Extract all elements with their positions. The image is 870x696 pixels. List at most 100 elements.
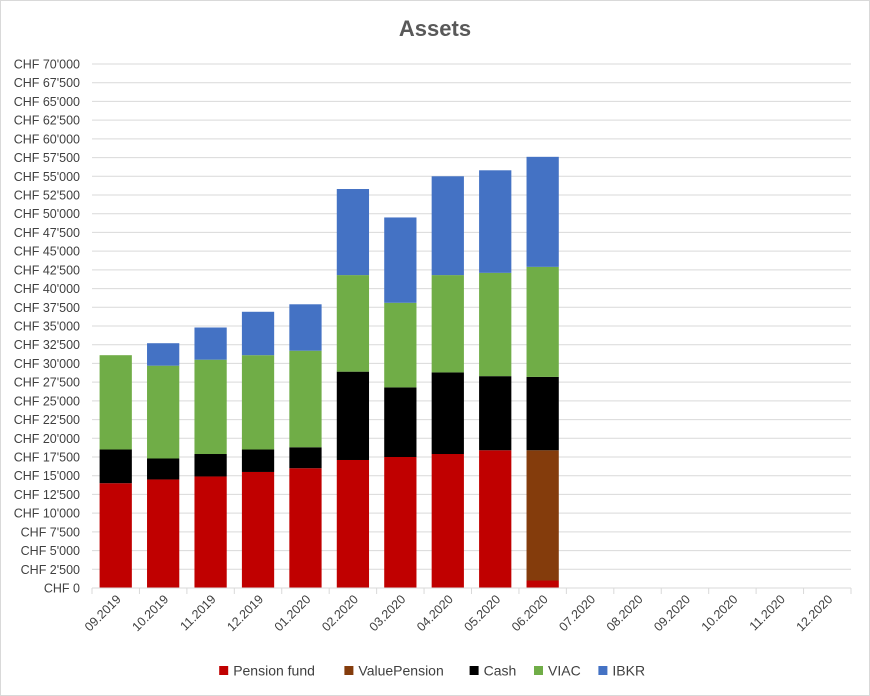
y-tick-label: CHF 17'500 xyxy=(14,451,80,465)
bar-segment-viac xyxy=(147,365,180,459)
y-tick-label: CHF 65'000 xyxy=(14,95,80,109)
x-tick-label: 05.2020 xyxy=(461,592,503,634)
bar-segment-ibkr xyxy=(289,304,322,351)
bar-segment-pension-fund xyxy=(147,479,180,588)
bar-segment-viac xyxy=(289,350,322,448)
bar-segment-viac xyxy=(99,355,132,450)
bar-segment-ibkr xyxy=(336,189,370,276)
x-tick-label: 11.2020 xyxy=(747,592,788,633)
y-tick-label: CHF 42'500 xyxy=(14,263,80,277)
bar-segment-pension-fund xyxy=(99,483,132,588)
bar-segment-pension-fund xyxy=(289,468,322,588)
bar-segment-ibkr xyxy=(147,343,180,366)
bar-segment-pension-fund xyxy=(336,459,370,588)
y-tick-label: CHF 20'000 xyxy=(14,432,80,446)
bar-segment-pension-fund xyxy=(241,471,275,588)
y-tick-label: CHF 60'000 xyxy=(14,132,80,146)
y-tick-label: CHF 25'000 xyxy=(14,394,80,408)
y-tick-label: CHF 15'000 xyxy=(14,469,80,483)
bar-segment-cash xyxy=(147,458,180,480)
bar-segment-ibkr xyxy=(479,170,512,273)
y-tick-label: CHF 22'500 xyxy=(14,413,80,427)
y-tick-label: CHF 32'500 xyxy=(14,338,80,352)
bar-segment-cash xyxy=(526,376,559,451)
x-tick-label: 01.2020 xyxy=(272,592,314,634)
x-tick-label: 04.2020 xyxy=(414,592,456,634)
bar-segment-cash xyxy=(194,454,227,477)
bar-segment-cash xyxy=(479,376,512,451)
legend-label: IBKR xyxy=(612,663,645,679)
bar-segment-cash xyxy=(99,449,132,484)
x-tick-label: 09.2020 xyxy=(651,592,693,634)
legend-label: VIAC xyxy=(548,663,581,679)
bar-segment-viac xyxy=(526,266,559,377)
y-tick-label: CHF 45'000 xyxy=(14,245,80,259)
x-tick-label: 12.2020 xyxy=(794,592,836,634)
x-tick-label: 11.2019 xyxy=(178,592,219,633)
y-tick-label: CHF 62'500 xyxy=(14,114,80,128)
x-tick-label: 10.2019 xyxy=(129,592,171,634)
x-tick-label: 09.2019 xyxy=(82,592,124,634)
y-tick-label: CHF 50'000 xyxy=(14,207,80,221)
y-tick-label: CHF 27'500 xyxy=(14,376,80,390)
axes xyxy=(91,587,852,594)
bar-segment-viac xyxy=(241,355,275,450)
bar-segment-cash xyxy=(289,447,322,469)
bar-segment-pension-fund xyxy=(479,450,512,588)
chart-title: Assets xyxy=(399,16,471,41)
y-tick-label: CHF 37'500 xyxy=(14,301,80,315)
y-tick-label: CHF 52'500 xyxy=(14,189,80,203)
legend-swatch xyxy=(469,666,479,675)
bar-segment-ibkr xyxy=(526,156,559,267)
y-tick-label: CHF 7'500 xyxy=(21,525,80,539)
bars xyxy=(99,156,559,588)
x-tick-label: 06.2020 xyxy=(509,592,551,634)
legend-swatch xyxy=(219,666,229,675)
x-tick-label: 07.2020 xyxy=(556,592,598,634)
legend-label: Pension fund xyxy=(233,663,315,679)
bar-segment-ibkr xyxy=(431,176,464,276)
y-tick-label: CHF 67'500 xyxy=(14,76,80,90)
bar-segment-viac xyxy=(431,275,464,373)
bar-segment-viac xyxy=(384,302,417,388)
bar-segment-ibkr xyxy=(241,311,275,356)
legend-swatch xyxy=(598,666,608,675)
bar-segment-ibkr xyxy=(194,327,227,360)
legend-label: Cash xyxy=(484,663,517,679)
y-tick-label: CHF 12'500 xyxy=(14,488,80,502)
bar-segment-pension-fund xyxy=(384,457,417,588)
y-tick-label: CHF 30'000 xyxy=(14,357,80,371)
x-axis-tick-labels: 09.2019 10.2019 11.2019 12.2019 01.2020 02.20… xyxy=(82,592,835,634)
legend-swatch xyxy=(534,666,543,675)
bar-segment-cash xyxy=(336,371,370,460)
bar-segment-pension-fund xyxy=(526,580,559,588)
bar-segment-viac xyxy=(479,272,512,377)
x-tick-label: 03.2020 xyxy=(367,592,409,634)
y-tick-label: CHF 0 xyxy=(44,582,80,596)
legend-label: ValuePension xyxy=(358,663,443,679)
x-tick-label: 12.2019 xyxy=(224,592,266,634)
bar-segment-valuepension xyxy=(526,450,559,581)
y-tick-label: CHF 57'500 xyxy=(14,151,80,165)
y-tick-label: CHF 40'000 xyxy=(14,282,80,296)
x-tick-label: 08.2020 xyxy=(604,592,646,634)
y-tick-label: CHF 2'500 xyxy=(21,563,80,577)
y-tick-label: CHF 5'000 xyxy=(21,544,80,558)
bar-segment-viac xyxy=(336,275,370,372)
legend: Pension fund ValuePension Cash VIAC IBKR xyxy=(219,663,645,679)
bar-segment-pension-fund xyxy=(431,454,464,588)
x-tick-label: 02.2020 xyxy=(319,592,361,634)
bar-segment-cash xyxy=(431,372,464,455)
bar-segment-viac xyxy=(194,359,227,455)
y-axis-tick-labels: CHF 0 CHF 2'500 CHF 5'000 CHF 7'500 CHF 10'0… xyxy=(14,58,80,596)
y-tick-label: CHF 70'000 xyxy=(14,58,80,72)
y-tick-label: CHF 47'500 xyxy=(14,226,80,240)
y-tick-label: CHF 10'000 xyxy=(14,507,80,521)
y-tick-label: CHF 35'000 xyxy=(14,320,80,334)
legend-swatch xyxy=(344,666,354,675)
x-tick-label: 10.2020 xyxy=(699,592,741,634)
bar-segment-ibkr xyxy=(384,217,417,303)
bar-segment-cash xyxy=(241,449,275,472)
bar-segment-pension-fund xyxy=(194,476,227,588)
